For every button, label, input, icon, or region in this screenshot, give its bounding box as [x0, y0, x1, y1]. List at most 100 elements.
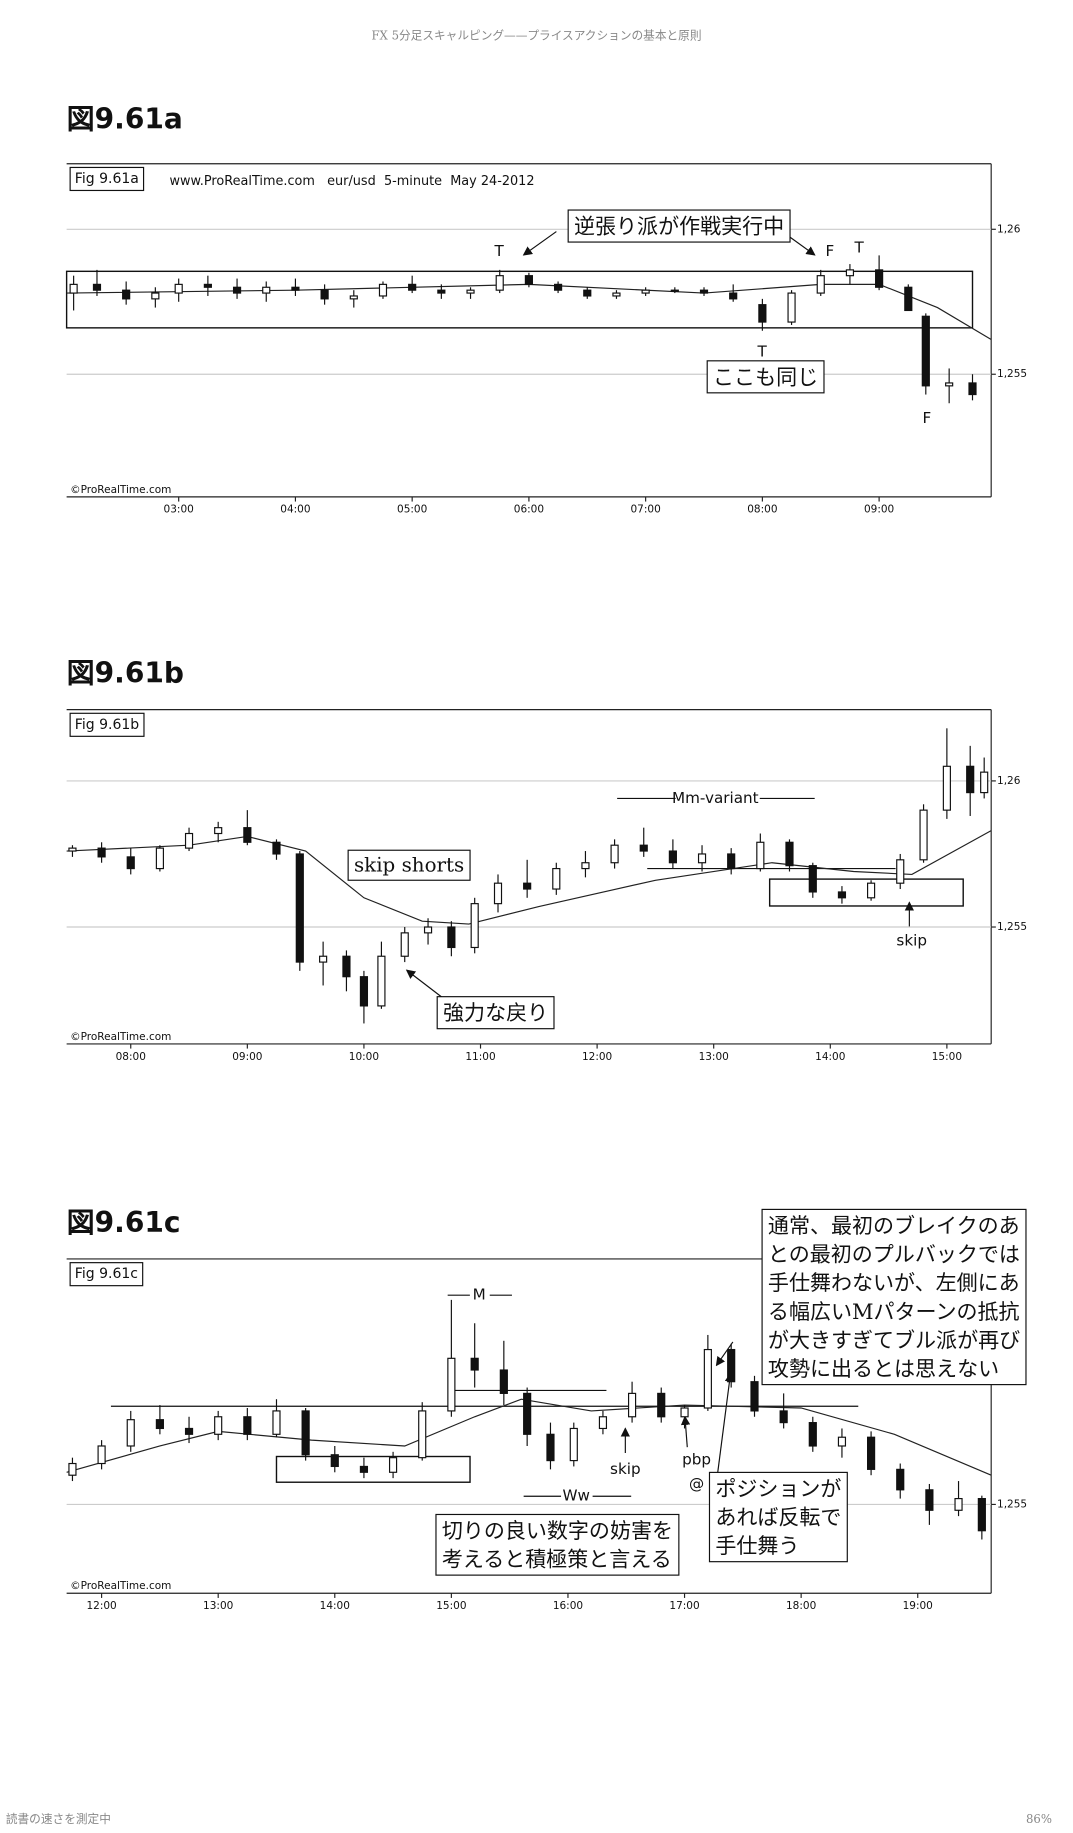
x-tick-label: 17:00 [669, 1600, 699, 1612]
candle-body [243, 1416, 252, 1435]
candle-body [837, 891, 847, 899]
candle-body [232, 286, 242, 294]
figure-heading: 図9.61c [67, 1206, 181, 1239]
candle-body [703, 1348, 712, 1409]
x-tick-label: 04:00 [280, 504, 310, 516]
candle-body [291, 286, 300, 291]
annotation: skip [896, 932, 927, 950]
x-tick-label: 08:00 [116, 1051, 146, 1063]
x-tick-label: 13:00 [203, 1600, 233, 1612]
y-tick-label: 1,255 [997, 1498, 1027, 1510]
annotation-text: T [756, 342, 767, 360]
annotation-text: 強力な戻り [443, 1000, 548, 1025]
figure-label: Fig 9.61b [75, 717, 139, 733]
candle-body [155, 847, 164, 870]
candle-body [184, 1427, 194, 1435]
range-box [275, 1455, 471, 1483]
candle-body [68, 1462, 77, 1476]
candle-body [423, 926, 433, 934]
x-tick-label: 05:00 [397, 504, 427, 516]
candle-body [437, 289, 446, 294]
candle-body [808, 1422, 817, 1447]
candle-body [729, 292, 738, 300]
annotation: skip [610, 1460, 641, 1478]
moving-average [66, 1398, 992, 1476]
candle-body [68, 847, 77, 852]
candle-body [447, 926, 456, 949]
annotation-text: る幅広いMパターンの抵抗 [768, 1299, 1020, 1324]
annotation-box [706, 360, 825, 394]
candle-body [262, 286, 271, 294]
annotation-text: skip [896, 932, 927, 950]
x-tick-label: 14:00 [320, 1600, 350, 1612]
annotation: ここも同じ [706, 360, 825, 394]
x-tick-label: 16:00 [553, 1600, 583, 1612]
x-tick-label: 11:00 [465, 1051, 495, 1063]
reading-status: 読書の速さを測定中 [6, 1812, 111, 1826]
annotation: @ [689, 1475, 704, 1493]
annotation-box [435, 1513, 680, 1576]
candle-body [499, 1369, 508, 1394]
candle-body [945, 382, 954, 387]
chart-subtitle: www.ProRealTime.com eur/usd 5-minute May… [169, 174, 534, 189]
annotation-text: ここも同じ [713, 364, 818, 389]
candle-body [69, 283, 78, 294]
annotation-text: 攻勢に出るとは思えない [768, 1356, 999, 1381]
annotation: T [493, 242, 504, 260]
x-tick-label: 08:00 [747, 504, 777, 516]
annotation-text: 手仕舞う [715, 1533, 799, 1558]
candle-body [867, 882, 876, 899]
x-tick-label: 18:00 [786, 1600, 816, 1612]
candle-body [697, 853, 707, 864]
annotation: T [853, 238, 864, 256]
candle-body [320, 289, 329, 300]
candle-body [657, 1392, 666, 1418]
annotation-box [708, 1471, 848, 1563]
candle-body [668, 850, 677, 864]
candle-body [523, 1392, 532, 1435]
annotation-box [761, 1208, 1027, 1386]
candle-body [359, 976, 369, 1007]
chart: 図9.61a Fig 9.61a www.ProRealTime.com eur/u… [65, 103, 1027, 516]
candle-body [785, 841, 794, 867]
annotation-text: T [493, 242, 504, 260]
x-tick-label: 14:00 [815, 1051, 845, 1063]
candle-body [598, 1416, 608, 1430]
candle-body [845, 269, 855, 277]
candle-body [875, 269, 884, 288]
progress-percent: 86% [1026, 1812, 1052, 1826]
credit: ©ProRealTime.com [70, 484, 171, 496]
candle-body [272, 841, 281, 855]
annotation-text: F [826, 242, 835, 260]
chart: 図9.61c Fig 9.61c ©ProRealTime.com 1,255 12:0… [66, 1206, 1027, 1612]
candle-body [295, 853, 304, 963]
candle-body [174, 283, 183, 294]
candle-body [980, 771, 989, 794]
candle-body [92, 283, 102, 291]
candle-body [808, 865, 817, 893]
annotation-text: skip [610, 1460, 641, 1478]
candle-body [727, 1348, 736, 1383]
candle-body [750, 1381, 759, 1412]
candle-body [552, 867, 561, 890]
annotation: M [473, 1286, 486, 1304]
range-box [65, 270, 974, 329]
candle-body [779, 1410, 788, 1424]
annotation-text: 逆張り派が作戦実行中 [574, 214, 784, 239]
annotation-text: skip shorts [354, 854, 464, 877]
candle-body [122, 289, 131, 300]
x-tick-label: 19:00 [903, 1600, 933, 1612]
range-box [768, 878, 964, 907]
candle-body [837, 1436, 847, 1447]
candle-body [97, 847, 106, 858]
candle-body [553, 283, 563, 291]
candle-body [867, 1436, 876, 1470]
x-tick-label: 12:00 [582, 1051, 612, 1063]
x-tick-label: 10:00 [349, 1051, 379, 1063]
x-tick-label: 15:00 [436, 1600, 466, 1612]
annotation: F [826, 242, 835, 260]
annotation-box [567, 209, 791, 243]
